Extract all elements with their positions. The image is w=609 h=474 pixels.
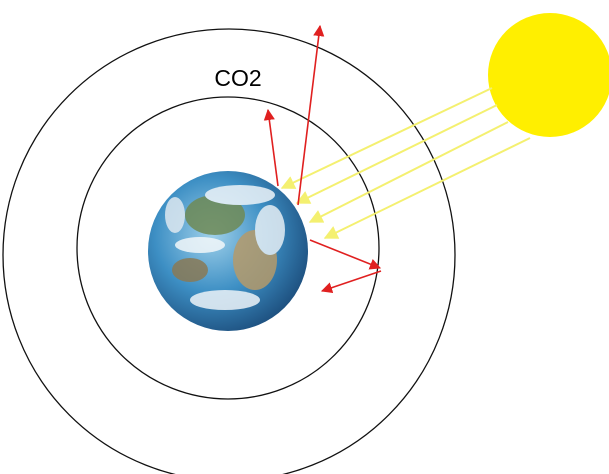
earth <box>148 171 308 331</box>
gas-label: CO2 <box>214 65 261 91</box>
greenhouse-diagram: CO2 <box>0 0 609 474</box>
sun-rays <box>282 88 530 238</box>
sun <box>488 13 609 137</box>
